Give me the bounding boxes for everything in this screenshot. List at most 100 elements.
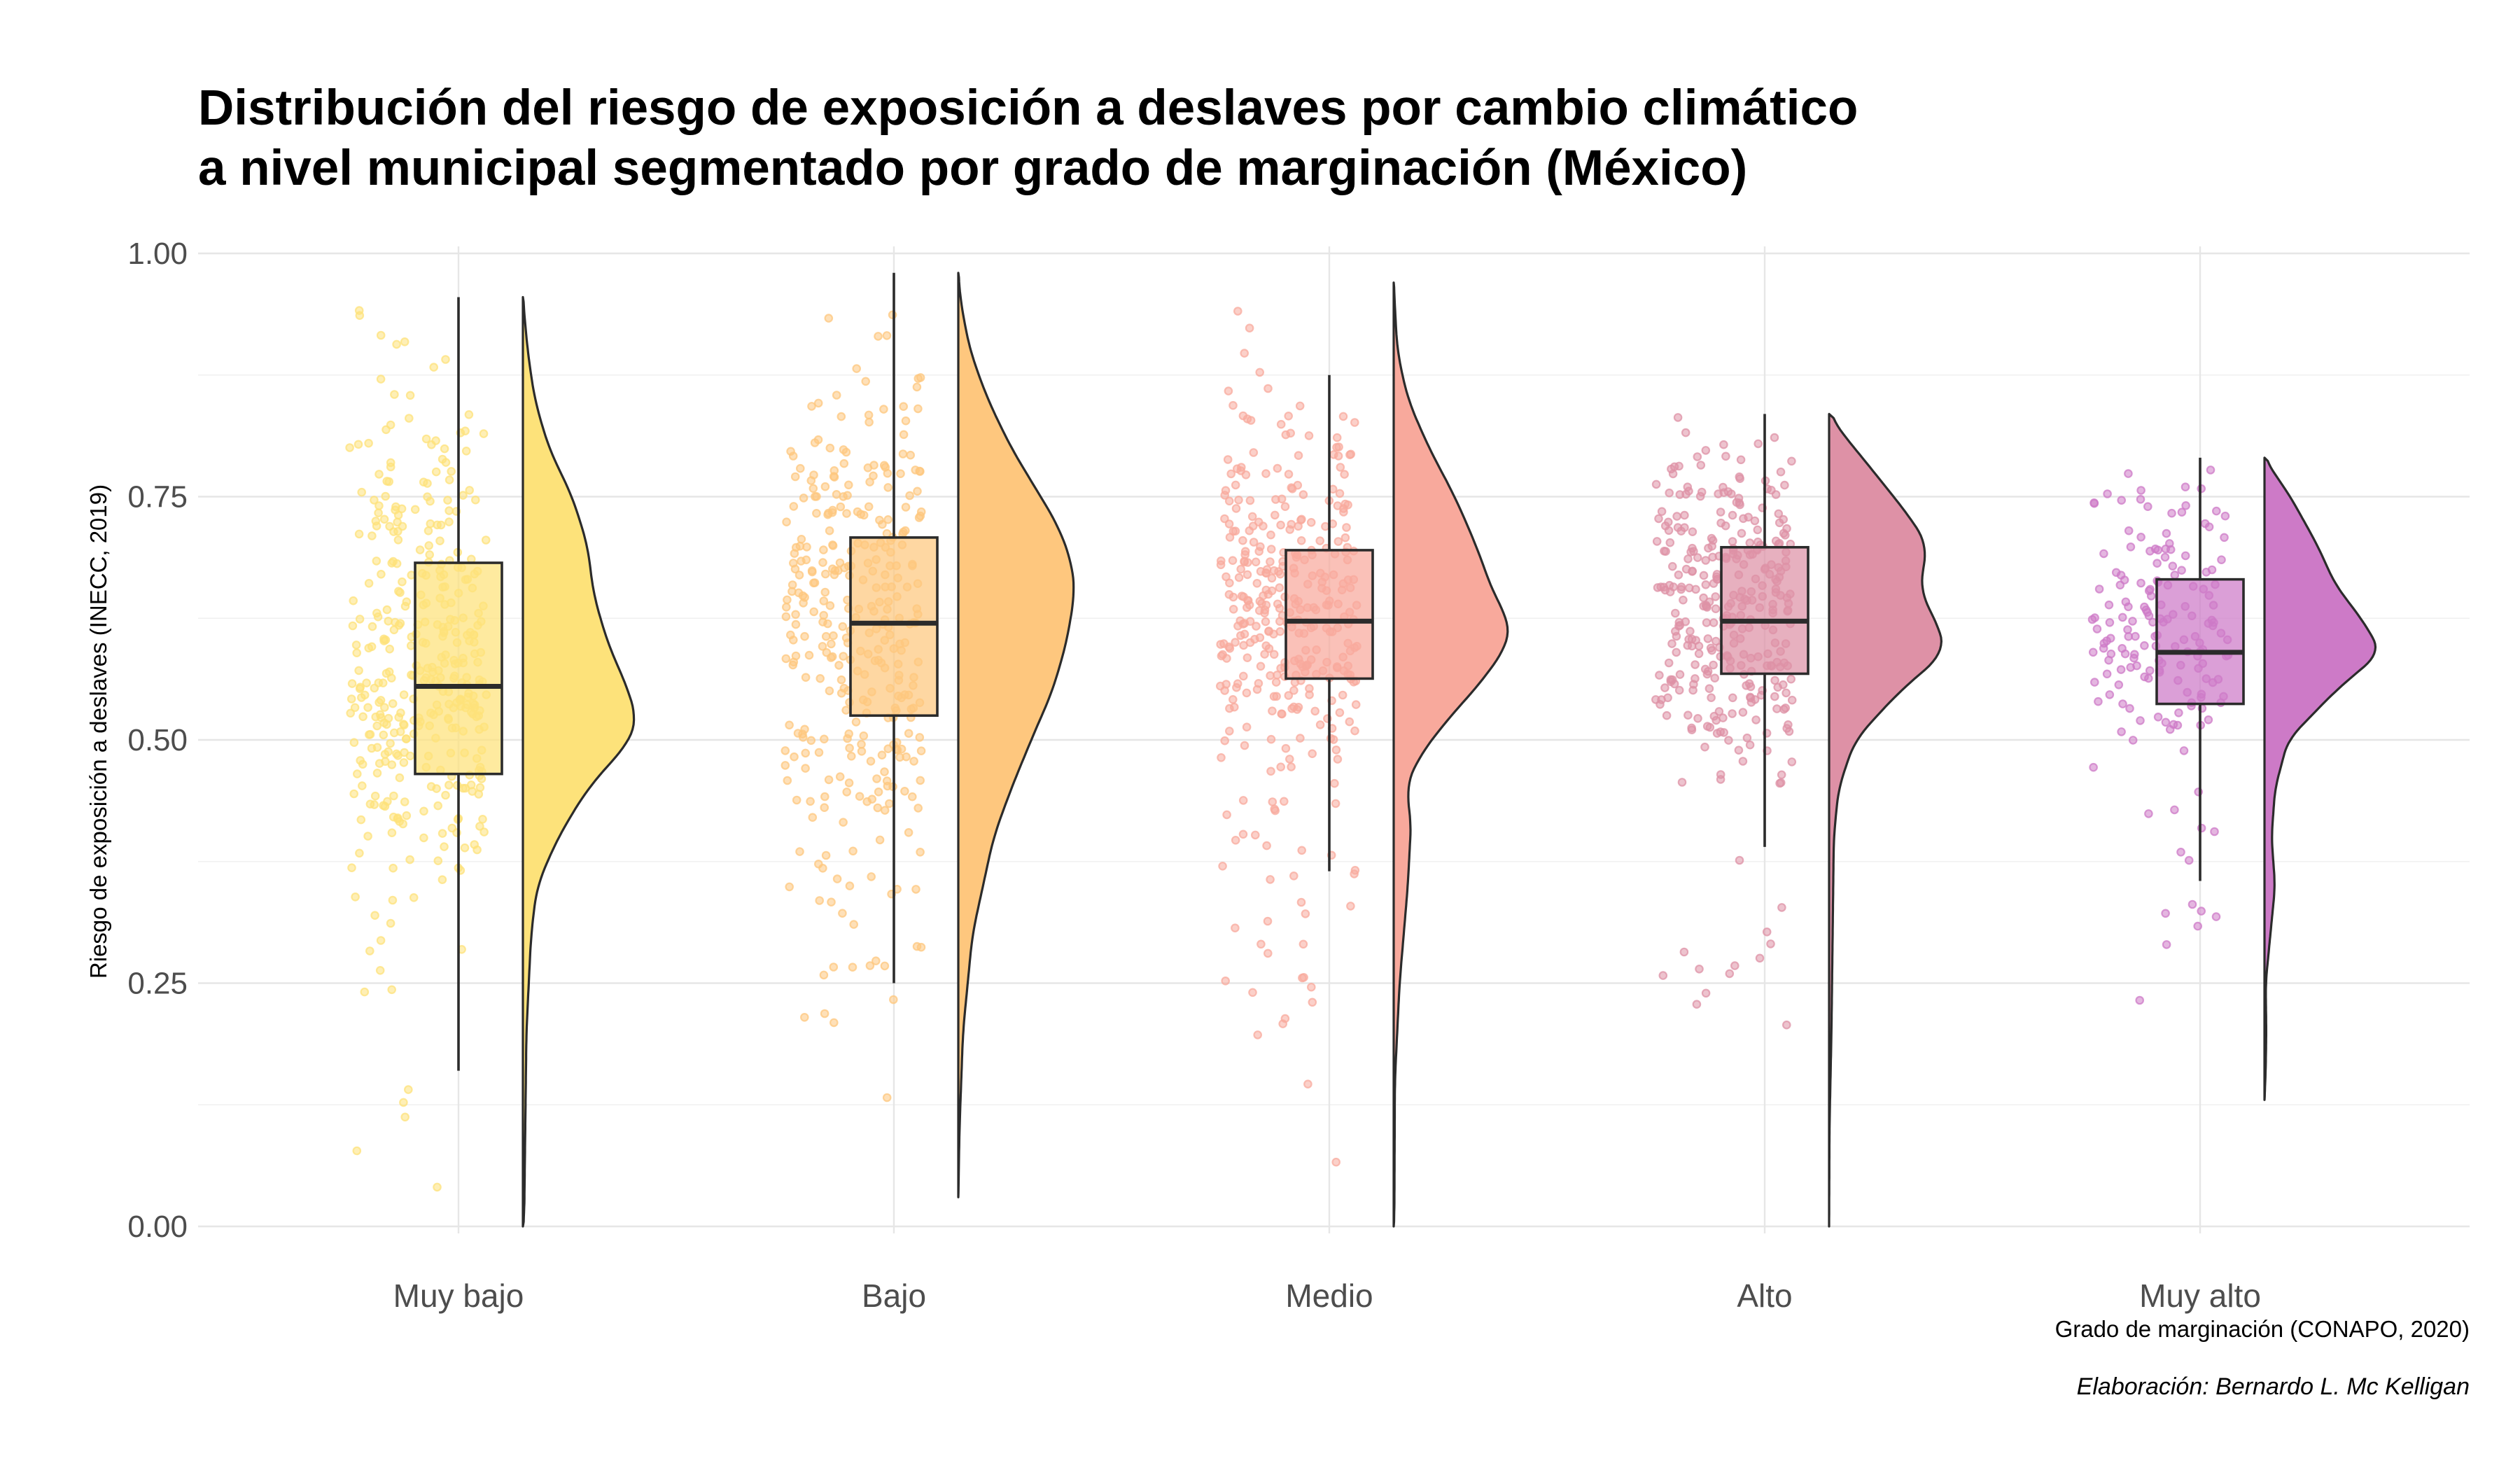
data-point xyxy=(878,519,887,529)
data-point xyxy=(1754,537,1763,547)
y-tick-label: 0.50 xyxy=(127,723,188,757)
box-iqr xyxy=(1720,545,1809,676)
data-point xyxy=(1719,728,1728,737)
data-point xyxy=(813,398,823,408)
data-point xyxy=(388,863,398,873)
data-point xyxy=(376,936,386,945)
data-point xyxy=(1243,596,1253,606)
data-point xyxy=(1712,636,1721,646)
data-point xyxy=(896,469,905,478)
data-point xyxy=(2094,584,2104,594)
data-point xyxy=(1231,480,1240,490)
data-point xyxy=(1220,514,1229,524)
data-point xyxy=(1673,523,1683,532)
data-point xyxy=(864,502,874,512)
data-point xyxy=(1224,496,1234,506)
data-point xyxy=(1333,755,1343,764)
data-point xyxy=(905,491,914,500)
data-point xyxy=(824,775,834,785)
data-point xyxy=(1699,570,1709,580)
data-point xyxy=(1700,742,1709,752)
data-point xyxy=(1240,619,1250,628)
data-point xyxy=(1737,528,1746,538)
data-point xyxy=(1668,561,1677,571)
data-point xyxy=(368,531,377,540)
data-point xyxy=(1653,583,1662,592)
data-point xyxy=(1777,770,1786,780)
data-point xyxy=(1226,469,1236,479)
data-point xyxy=(790,564,800,574)
data-point xyxy=(419,833,428,843)
x-tick-label: Bajo xyxy=(862,1278,926,1314)
data-point xyxy=(857,747,867,756)
data-point xyxy=(819,610,828,620)
data-point xyxy=(440,842,449,851)
data-point xyxy=(1263,916,1273,926)
data-point xyxy=(1658,971,1668,980)
data-point xyxy=(1734,746,1744,755)
data-point xyxy=(356,682,365,692)
data-point xyxy=(809,470,818,479)
data-point xyxy=(1308,749,1317,758)
data-point xyxy=(349,789,358,799)
data-point xyxy=(1252,578,1262,588)
data-point xyxy=(438,875,447,884)
data-point xyxy=(1255,368,1264,377)
data-point xyxy=(2090,678,2099,687)
data-point xyxy=(1260,606,1270,615)
data-point xyxy=(1716,775,1726,784)
data-point xyxy=(394,713,403,722)
data-point xyxy=(1264,384,1273,393)
data-point xyxy=(2104,600,2114,610)
data-point xyxy=(2220,511,2230,521)
data-point xyxy=(1266,766,1275,776)
data-point xyxy=(1256,662,1266,671)
data-point xyxy=(426,496,435,506)
data-point xyxy=(1331,746,1341,755)
data-point xyxy=(899,527,908,537)
data-point xyxy=(1774,509,1784,519)
data-point xyxy=(385,522,394,531)
data-point xyxy=(387,985,396,995)
data-point xyxy=(1684,710,1693,720)
data-point xyxy=(1264,589,1273,599)
data-point xyxy=(1673,413,1683,422)
data-point xyxy=(419,806,428,816)
data-point xyxy=(1787,757,1797,766)
data-point xyxy=(2136,486,2146,495)
data-point xyxy=(807,566,817,575)
data-point xyxy=(1225,643,1235,653)
data-point xyxy=(818,864,827,873)
data-point xyxy=(827,897,836,906)
data-point xyxy=(425,550,434,559)
data-point xyxy=(470,840,479,849)
data-point xyxy=(814,748,824,757)
data-point xyxy=(382,720,391,729)
data-point xyxy=(1346,449,1356,459)
data-point xyxy=(1651,479,1661,489)
data-point xyxy=(1233,307,1242,316)
data-point xyxy=(2197,906,2206,916)
data-point xyxy=(1276,419,1286,429)
data-point xyxy=(1297,846,1306,855)
data-point xyxy=(410,505,420,514)
data-point xyxy=(1281,743,1291,753)
data-point xyxy=(357,487,366,497)
data-point xyxy=(2102,669,2112,679)
data-point xyxy=(352,1146,362,1156)
data-point xyxy=(820,587,830,597)
data-point xyxy=(909,757,918,766)
data-point xyxy=(804,650,814,660)
data-point xyxy=(1224,519,1234,528)
data-point xyxy=(2179,746,2189,755)
data-point xyxy=(911,465,920,475)
data-point xyxy=(1245,496,1255,505)
data-point xyxy=(2090,498,2099,507)
data-point xyxy=(438,829,447,838)
data-point xyxy=(358,712,368,722)
data-point xyxy=(403,1085,413,1094)
data-point xyxy=(1231,638,1240,647)
data-point xyxy=(1280,797,1289,806)
data-point xyxy=(390,390,399,399)
